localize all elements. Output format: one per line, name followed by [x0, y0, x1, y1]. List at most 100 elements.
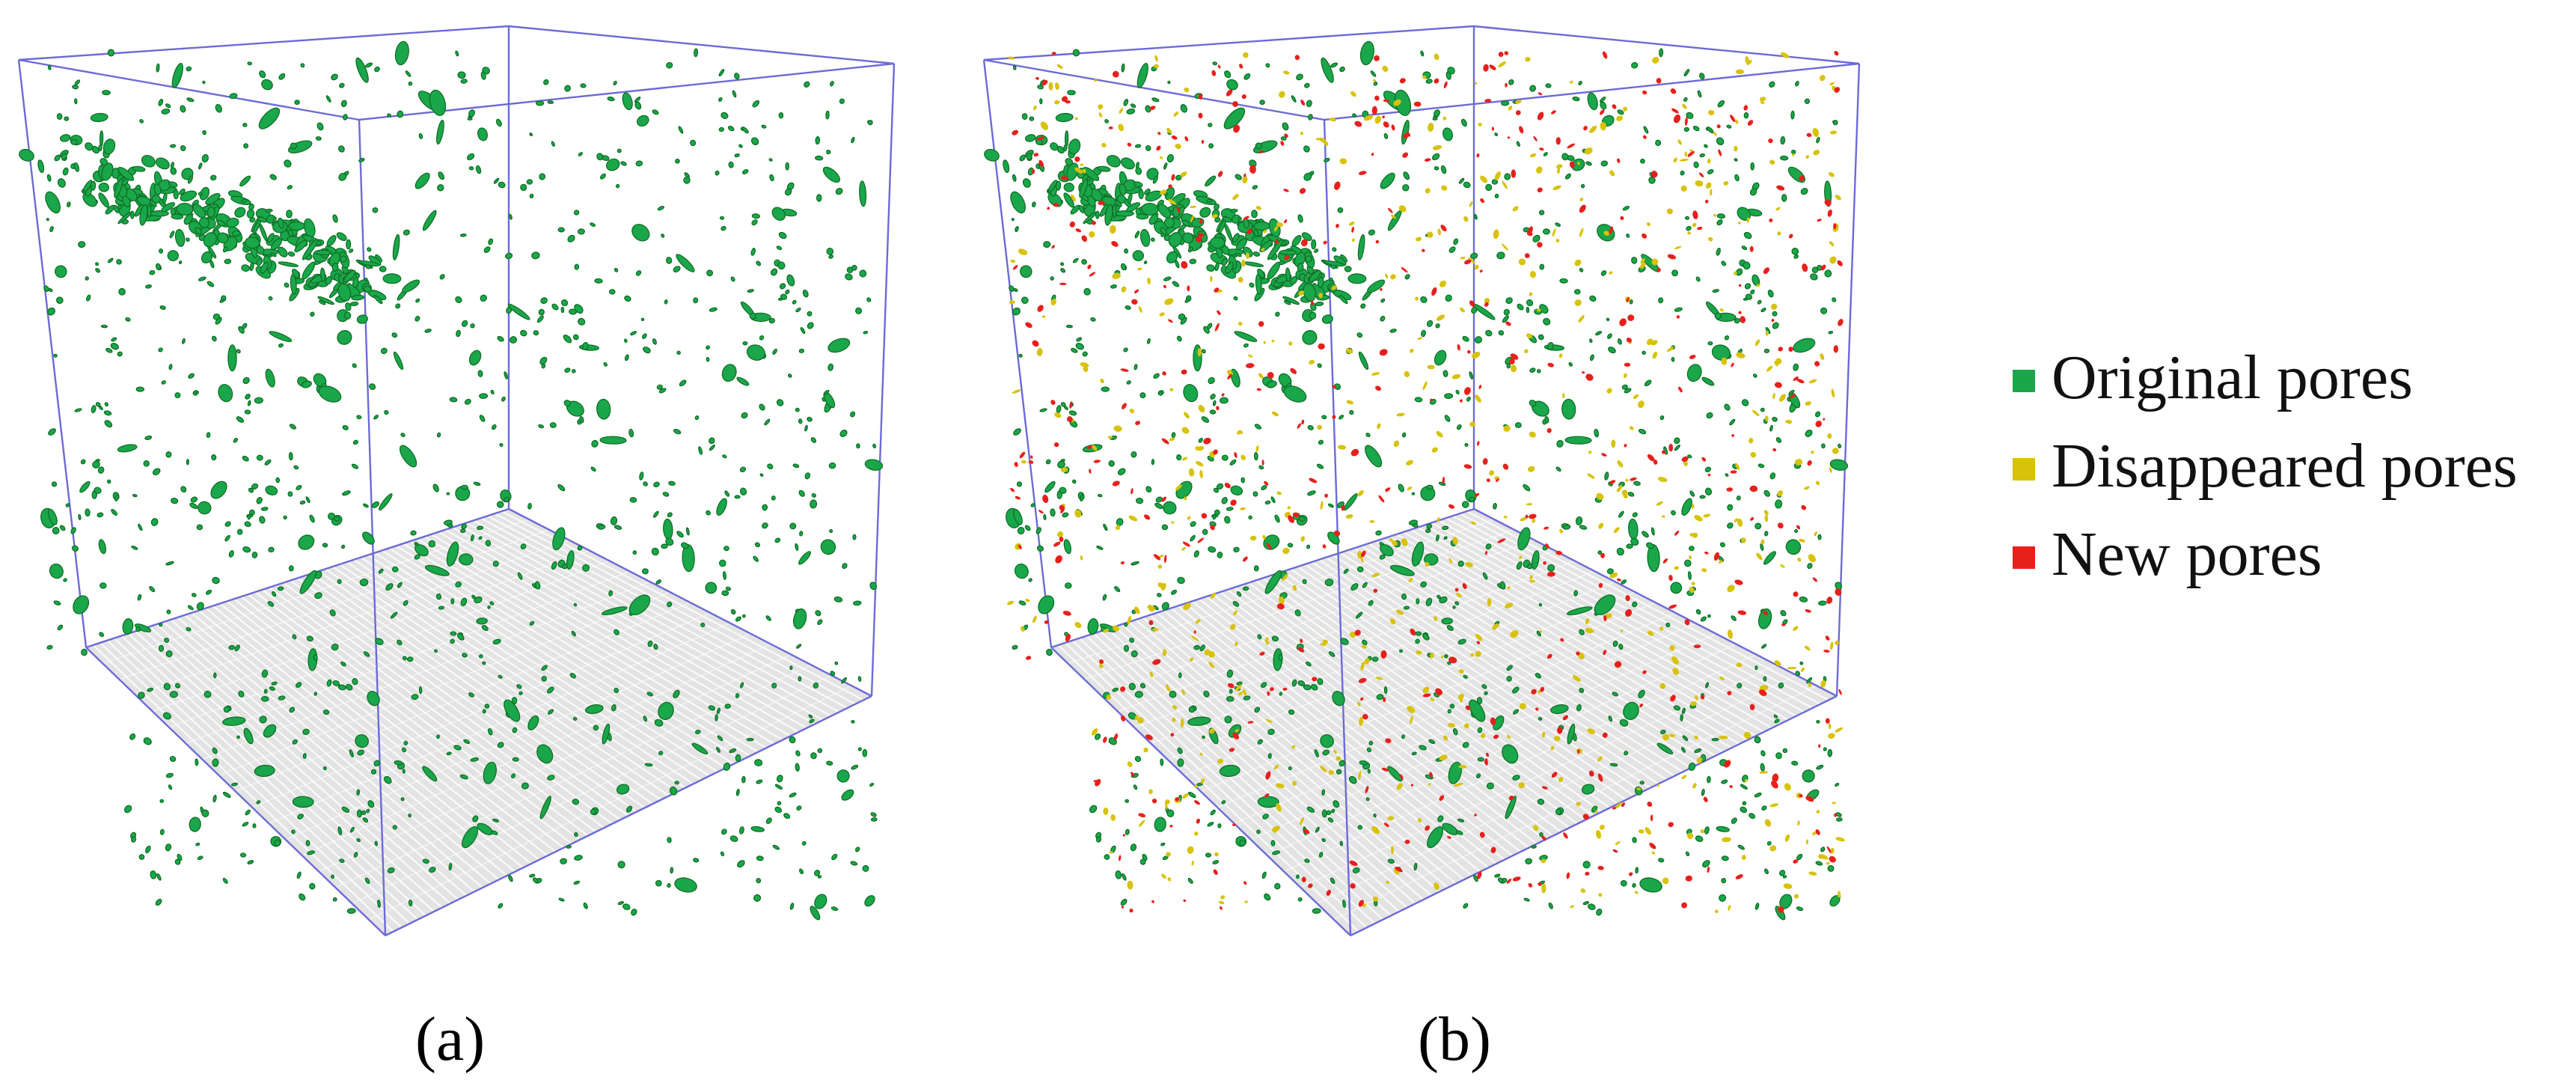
original-pore — [850, 411, 856, 418]
original-pore — [1456, 830, 1463, 835]
original-pore — [1063, 192, 1074, 208]
original-pore — [1443, 536, 1448, 540]
new-pore — [1332, 415, 1336, 419]
original-pore — [387, 867, 395, 873]
original-pore — [1832, 297, 1837, 302]
original-pore — [245, 809, 251, 816]
new-pore — [1112, 70, 1119, 78]
disappeared-pore — [1264, 637, 1269, 643]
original-pore — [278, 217, 284, 229]
original-pore — [309, 882, 316, 890]
original-pore — [1380, 298, 1386, 303]
disappeared-pore — [1050, 299, 1056, 305]
original-pore — [1318, 277, 1324, 288]
disappeared-pore — [1804, 486, 1810, 490]
original-pore — [1575, 516, 1583, 525]
new-pore — [1465, 705, 1471, 710]
original-pore — [573, 210, 580, 216]
original-pore — [1323, 260, 1345, 267]
new-pore — [1198, 94, 1202, 100]
original-pore — [1704, 466, 1711, 473]
original-pore — [331, 73, 338, 81]
disappeared-pore — [1552, 228, 1556, 237]
original-pore — [1368, 600, 1374, 606]
original-pore — [435, 593, 442, 600]
original-pore — [1233, 546, 1240, 553]
original-pore — [1659, 415, 1665, 421]
original-pore — [1437, 594, 1441, 600]
original-pore — [741, 126, 749, 134]
original-pore — [1014, 563, 1029, 579]
disappeared-pore — [1287, 506, 1291, 510]
original-pore — [1815, 861, 1823, 866]
disappeared-pore — [1820, 680, 1826, 688]
original-pore — [678, 126, 684, 134]
disappeared-pore — [1453, 783, 1463, 787]
original-pore — [1188, 706, 1196, 713]
original-pore — [1151, 459, 1155, 466]
original-pore — [1607, 333, 1612, 339]
original-pore — [429, 867, 436, 873]
original-pore — [1772, 311, 1778, 317]
original-pore — [1112, 204, 1117, 219]
disappeared-pore — [1080, 163, 1084, 166]
original-pore — [193, 391, 198, 396]
new-pore — [1799, 175, 1805, 182]
original-pore — [1124, 248, 1129, 254]
disappeared-pore — [1587, 728, 1596, 734]
new-pore — [1600, 109, 1605, 115]
disappeared-pore — [1580, 888, 1586, 894]
new-pore — [1280, 141, 1285, 146]
new-pore — [1749, 704, 1755, 710]
disappeared-pore — [1460, 257, 1466, 260]
original-pore — [384, 409, 389, 415]
original-pore — [765, 615, 771, 621]
original-pore — [1469, 496, 1475, 503]
original-pore — [325, 95, 331, 103]
new-pore — [1243, 174, 1246, 177]
disappeared-pore — [1348, 222, 1355, 226]
original-pore — [159, 623, 163, 627]
new-pore — [1602, 732, 1608, 738]
disappeared-pore — [1309, 359, 1315, 364]
original-pore — [777, 261, 786, 270]
original-pore — [405, 70, 412, 77]
original-pore — [1617, 109, 1624, 115]
original-pore — [1422, 633, 1430, 641]
disappeared-pore — [1463, 723, 1469, 729]
original-pore — [1145, 486, 1152, 493]
original-pore — [1745, 293, 1753, 300]
original-pore — [209, 174, 217, 181]
original-pore — [1512, 709, 1520, 715]
new-pore — [1676, 315, 1680, 319]
original-pore — [1482, 572, 1488, 580]
new-pore — [1410, 628, 1416, 636]
disappeared-pore — [1080, 555, 1083, 561]
original-pore — [326, 679, 332, 687]
original-pore — [1270, 840, 1276, 847]
original-pore — [448, 862, 453, 871]
new-pore — [1095, 778, 1101, 787]
original-pore — [1463, 181, 1471, 189]
new-pore — [1701, 457, 1707, 462]
original-pore — [1060, 262, 1065, 266]
new-pore — [1382, 115, 1385, 119]
original-pore — [1228, 724, 1242, 738]
original-pore — [215, 104, 222, 113]
disappeared-pore — [1292, 585, 1297, 591]
new-pore — [1697, 226, 1703, 231]
original-pore — [798, 418, 803, 424]
original-pore — [820, 539, 836, 555]
disappeared-pore — [1183, 603, 1191, 611]
disappeared-pore — [1391, 846, 1394, 855]
original-pore — [1083, 287, 1091, 296]
original-pore — [318, 385, 342, 403]
disappeared-pore — [1774, 361, 1778, 367]
original-pore — [1311, 683, 1318, 691]
original-pore — [1347, 273, 1367, 284]
new-pore — [1535, 707, 1539, 711]
original-pore — [1135, 162, 1139, 169]
original-pore — [1217, 552, 1223, 558]
legend-item-disappeared: Disappeared pores — [2013, 429, 2518, 517]
original-pore — [1460, 118, 1467, 127]
